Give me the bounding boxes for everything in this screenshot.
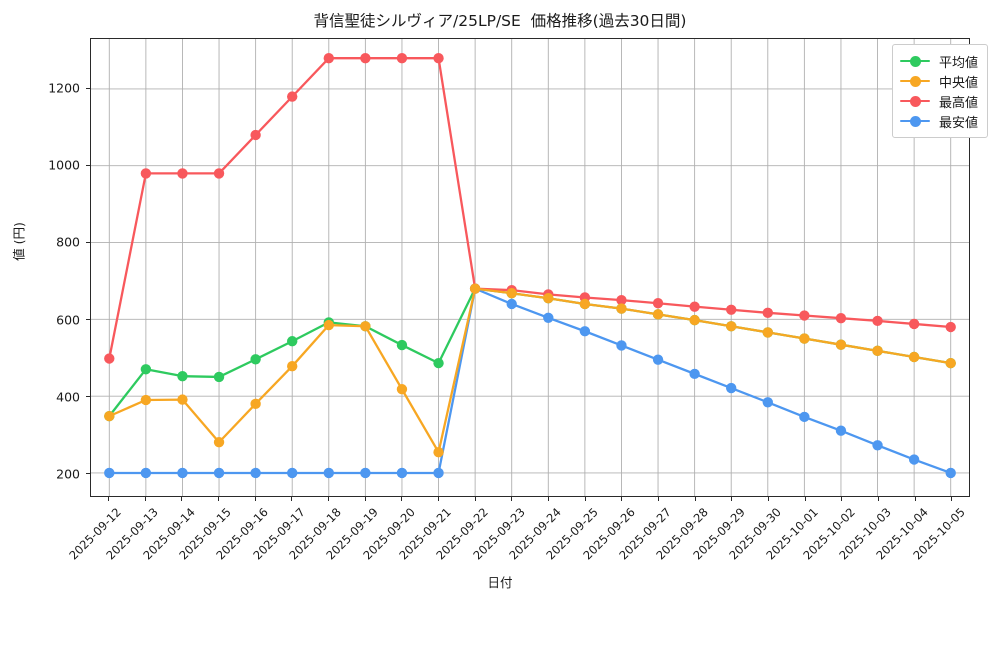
legend-marker-icon bbox=[899, 74, 930, 88]
x-tick-mark bbox=[621, 497, 623, 501]
series-3 bbox=[104, 53, 956, 364]
x-tick-mark bbox=[217, 497, 219, 501]
x-tick-mark bbox=[731, 497, 733, 501]
x-tick-mark bbox=[144, 497, 146, 501]
y-tick-label: 1200 bbox=[48, 80, 80, 96]
y-tick-label: 200 bbox=[56, 466, 80, 482]
plot-area bbox=[90, 38, 970, 497]
y-tick-mark bbox=[86, 473, 90, 475]
legend-item-1[interactable]: 平均値 bbox=[899, 51, 978, 71]
y-tick-mark bbox=[86, 396, 90, 398]
legend-item-label: 最高値 bbox=[938, 95, 978, 111]
y-tick-label: 1000 bbox=[48, 157, 80, 173]
x-tick-mark bbox=[254, 497, 256, 501]
x-axis-label: 日付 bbox=[487, 575, 513, 590]
x-tick-mark bbox=[511, 497, 513, 501]
x-tick-mark bbox=[401, 497, 403, 501]
x-tick-mark bbox=[364, 497, 366, 501]
series-2 bbox=[104, 283, 956, 458]
y-tick-label: 400 bbox=[56, 389, 80, 405]
chart-legend: 平均値中央値最高値最安値 bbox=[891, 44, 988, 138]
x-tick-mark bbox=[327, 497, 329, 501]
x-tick-mark bbox=[841, 497, 843, 501]
y-tick-mark bbox=[86, 87, 90, 89]
legend-item-3[interactable]: 最高値 bbox=[899, 91, 978, 111]
legend-marker-icon bbox=[899, 94, 930, 108]
x-tick-mark bbox=[767, 497, 769, 501]
legend-marker-icon bbox=[899, 54, 930, 68]
x-tick-mark bbox=[951, 497, 953, 501]
x-tick-mark bbox=[474, 497, 476, 501]
x-tick-mark bbox=[657, 497, 659, 501]
x-tick-mark bbox=[291, 497, 293, 501]
y-tick-label: 800 bbox=[56, 234, 80, 250]
price-history-chart-figure: 背信聖徒シルヴィア/25LP/SE 価格推移(過去30日間) 値 (円) 日付 … bbox=[12, 12, 988, 590]
legend-item-label: 最安値 bbox=[938, 115, 978, 131]
x-tick-mark bbox=[694, 497, 696, 501]
legend-item-2[interactable]: 中央値 bbox=[899, 71, 978, 91]
series-4 bbox=[104, 283, 956, 479]
x-tick-mark bbox=[914, 497, 916, 501]
y-tick-label: 600 bbox=[56, 312, 80, 328]
legend-item-4[interactable]: 最安値 bbox=[899, 111, 978, 131]
series-layer bbox=[104, 53, 956, 479]
x-tick-mark bbox=[437, 497, 439, 501]
y-tick-mark bbox=[86, 319, 90, 321]
y-tick-mark bbox=[86, 241, 90, 244]
x-tick-mark bbox=[181, 497, 183, 501]
x-tick-mark bbox=[547, 497, 549, 501]
legend-marker-icon bbox=[899, 114, 930, 128]
legend-item-label: 中央値 bbox=[938, 75, 978, 91]
x-tick-mark bbox=[804, 497, 806, 501]
series-1 bbox=[104, 283, 956, 422]
x-tick-mark bbox=[877, 497, 879, 501]
x-tick-mark bbox=[107, 497, 109, 501]
chart-title: 背信聖徒シルヴィア/25LP/SE 価格推移(過去30日間) bbox=[313, 12, 687, 30]
y-tick-mark bbox=[86, 164, 90, 166]
legend-item-label: 平均値 bbox=[938, 55, 978, 71]
x-tick-mark bbox=[584, 497, 586, 501]
